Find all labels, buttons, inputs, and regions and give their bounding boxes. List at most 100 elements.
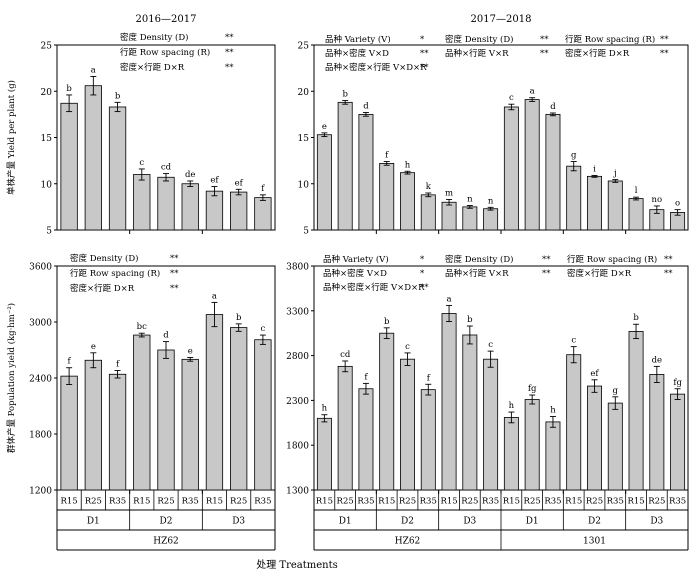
density-group-label: D3 bbox=[232, 517, 245, 527]
category-label: R15 bbox=[133, 497, 150, 507]
significance-letter: bc bbox=[137, 322, 147, 332]
significance-letter: d bbox=[550, 102, 556, 112]
bar bbox=[84, 85, 102, 231]
bar bbox=[462, 334, 478, 491]
variety-label: 1301 bbox=[583, 537, 606, 547]
significance-letter: h bbox=[550, 406, 556, 416]
significance-letter: e bbox=[91, 342, 96, 352]
category-label: R35 bbox=[254, 497, 271, 507]
significance-letter: i bbox=[593, 164, 596, 174]
annotation-label: 密度×行距 D×R bbox=[120, 62, 185, 73]
bar bbox=[205, 190, 224, 231]
annotation-significance: ** bbox=[660, 49, 669, 59]
significance-letter: d bbox=[163, 331, 169, 341]
bar bbox=[607, 180, 623, 231]
y-tick-label: 2400 bbox=[29, 375, 52, 385]
annotation-label: 品种×密度 V×D bbox=[325, 48, 389, 59]
y-tick-label: 10 bbox=[298, 180, 310, 190]
annotation-label: 品种 Variety (V) bbox=[323, 254, 389, 265]
significance-letter: h bbox=[405, 160, 411, 170]
bar bbox=[400, 358, 415, 491]
annotation-label: 行距 Row spacing (R) bbox=[567, 254, 657, 265]
bar bbox=[566, 354, 582, 491]
annotation-significance: ** bbox=[542, 255, 551, 265]
annotation-significance: ** bbox=[542, 269, 551, 279]
significance-letter: ef bbox=[210, 176, 219, 186]
bar bbox=[358, 388, 374, 491]
y-tick-label: 1200 bbox=[29, 487, 52, 497]
annotation-significance: ** bbox=[664, 255, 673, 265]
category-label: R35 bbox=[544, 497, 561, 507]
chart-title-tl: 2016—2017 bbox=[136, 14, 197, 25]
category-label: R15 bbox=[565, 497, 582, 507]
bar bbox=[400, 172, 415, 231]
bar bbox=[133, 334, 151, 491]
y-tick-label: 20 bbox=[41, 88, 53, 98]
annotation-label: 密度 Density (D) bbox=[120, 32, 188, 43]
significance-letter: e bbox=[188, 346, 193, 356]
annotation-label: 品种×密度×行距 V×D×R bbox=[325, 62, 427, 73]
significance-letter: cd bbox=[161, 163, 172, 173]
significance-letter: f bbox=[385, 151, 389, 161]
bar bbox=[254, 339, 272, 491]
y-tick-label: 3000 bbox=[29, 319, 52, 329]
y-tick-label: 3600 bbox=[29, 263, 52, 273]
density-group-label: D1 bbox=[87, 517, 100, 527]
y-tick-label: 1800 bbox=[286, 442, 309, 452]
y-axis-label-tl: 单株产量 Yield per plant (g) bbox=[6, 80, 17, 195]
bar bbox=[483, 208, 499, 231]
chart-title-tr: 2017—2018 bbox=[471, 14, 532, 25]
bar bbox=[157, 349, 175, 491]
significance-letter: a bbox=[91, 65, 96, 75]
category-label: R35 bbox=[482, 497, 499, 507]
bar bbox=[316, 417, 332, 491]
category-label: R15 bbox=[378, 497, 395, 507]
bar bbox=[503, 106, 519, 231]
significance-letter: c bbox=[571, 336, 576, 346]
significance-letter: fg bbox=[528, 384, 537, 394]
significance-letter: de bbox=[652, 355, 662, 365]
category-label: R35 bbox=[109, 497, 126, 507]
annotation-significance: * bbox=[420, 255, 425, 265]
significance-letter: b bbox=[384, 317, 390, 327]
annotation-label: 品种×行距 V×R bbox=[445, 48, 509, 59]
significance-letter: c bbox=[405, 342, 410, 352]
category-label: R25 bbox=[157, 497, 174, 507]
significance-letter: f bbox=[68, 357, 72, 367]
bar bbox=[503, 417, 519, 491]
annotation-label: 密度 Density (D) bbox=[445, 34, 513, 45]
common-x-axis-label: 处理 Treatments bbox=[256, 559, 338, 571]
y-tick-label: 15 bbox=[298, 134, 310, 144]
category-label: R25 bbox=[337, 497, 354, 507]
significance-letter: a bbox=[447, 294, 452, 304]
category-label: R35 bbox=[182, 497, 199, 507]
significance-letter: fg bbox=[673, 378, 682, 388]
significance-letter: l bbox=[635, 186, 638, 196]
category-label: R15 bbox=[627, 497, 644, 507]
density-group-label: D1 bbox=[339, 517, 352, 527]
bar bbox=[60, 375, 78, 491]
bar bbox=[607, 402, 623, 491]
bar bbox=[670, 393, 686, 491]
y-tick-label: 2800 bbox=[286, 352, 309, 362]
category-label: R15 bbox=[316, 497, 333, 507]
category-label: R25 bbox=[461, 497, 478, 507]
bar bbox=[84, 359, 102, 491]
category-label: R35 bbox=[607, 497, 624, 507]
significance-letter: h bbox=[509, 401, 515, 411]
significance-letter: a bbox=[530, 87, 535, 97]
significance-letter: c bbox=[488, 340, 493, 350]
bar bbox=[230, 327, 248, 491]
bar bbox=[181, 358, 199, 491]
significance-letter: ef bbox=[590, 369, 599, 379]
annotation-significance: * bbox=[420, 269, 425, 279]
category-label: R25 bbox=[230, 497, 247, 507]
category-label: R25 bbox=[586, 497, 603, 507]
significance-letter: f bbox=[261, 184, 265, 194]
category-label: R15 bbox=[206, 497, 223, 507]
y-axis-label-bl: 群体产量 Population yield (kg·hm⁻²) bbox=[6, 303, 17, 453]
bar bbox=[420, 389, 436, 491]
significance-letter: g bbox=[613, 386, 619, 396]
annotation-label: 品种×密度 V×D bbox=[323, 268, 387, 279]
category-label: R25 bbox=[648, 497, 665, 507]
